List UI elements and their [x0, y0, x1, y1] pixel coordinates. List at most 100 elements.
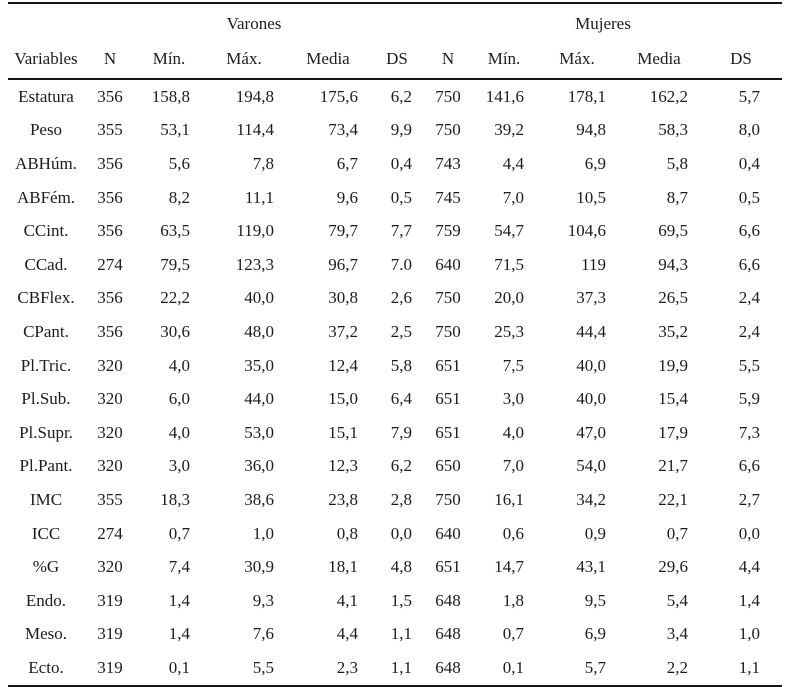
- stat-value: 114,4: [236, 120, 274, 140]
- stat-value: 53,0: [244, 422, 274, 442]
- stat-value: 54,7: [494, 221, 524, 241]
- stat-value: 6,4: [390, 389, 412, 409]
- stat-value: 750: [435, 321, 461, 341]
- stat-value: 7,4: [168, 557, 190, 577]
- stat-value: 94,8: [576, 120, 606, 140]
- variable-name: CBFlex.: [17, 288, 75, 308]
- stat-value: 34,2: [576, 489, 606, 509]
- table-row: IMC 355 18,3 38,6 23,8 2,8 750 16,1 34,2 22,1 2,7: [8, 483, 782, 517]
- stat-value: 16,1: [494, 489, 524, 509]
- stat-value: 4,4: [738, 557, 761, 577]
- stat-value: 37,3: [576, 288, 606, 308]
- stat-value: 5,7: [584, 657, 606, 677]
- table-row: ICC 274 0,7 1,0 0,8 0,0 640 0,6 0,9 0,7 0,0: [8, 517, 782, 551]
- stat-value: 104,6: [567, 221, 606, 241]
- col-header-n-varones: N: [84, 40, 136, 80]
- variable-name: CCint.: [23, 221, 69, 241]
- stat-value: 44,0: [244, 389, 274, 409]
- variable-name: ABHúm.: [15, 153, 77, 173]
- stat-value: 73,4: [328, 120, 358, 140]
- stat-value: 2,6: [390, 288, 412, 308]
- stat-value: 58,3: [658, 120, 688, 140]
- table-row: ABFém. 356 8,2 11,1 9,6 0,5 745 7,0 10,5 8,7 0,5: [8, 181, 782, 215]
- stat-value: 356: [97, 288, 123, 308]
- stat-value: 750: [435, 489, 461, 509]
- stat-value: 6,6: [738, 221, 761, 241]
- variable-name: Pl.Pant.: [19, 456, 73, 476]
- stat-value: 4,4: [502, 153, 524, 173]
- stat-value: 6,9: [584, 153, 606, 173]
- stat-value: 15,1: [328, 422, 358, 442]
- stat-value: 1,4: [738, 590, 761, 610]
- stat-value: 43,1: [576, 557, 606, 577]
- group-header-varones: Varones: [226, 13, 282, 33]
- variable-name: Peso: [29, 120, 63, 140]
- stat-value: 2,4: [738, 321, 761, 341]
- stat-value: 0,7: [168, 523, 190, 543]
- stat-value: 6,2: [390, 456, 412, 476]
- variable-name: Pl.Sub.: [21, 389, 71, 409]
- col-header-min-varones: Mín.: [136, 40, 202, 80]
- stat-value: 750: [435, 86, 461, 106]
- col-header-max-varones: Máx.: [202, 40, 286, 80]
- stat-value: 274: [97, 523, 123, 543]
- stat-value: 20,0: [494, 288, 524, 308]
- stat-value: 30,8: [328, 288, 358, 308]
- stat-value: 651: [435, 389, 461, 409]
- stat-value: 4,0: [168, 422, 190, 442]
- stat-value: 1,0: [738, 624, 761, 644]
- stat-value: 40,0: [244, 288, 274, 308]
- stat-value: 0,8: [336, 523, 358, 543]
- stat-value: 18,1: [328, 557, 358, 577]
- stat-value: 0,7: [502, 624, 524, 644]
- stat-value: 7,7: [390, 221, 412, 241]
- stat-value: 319: [97, 624, 123, 644]
- table-row: Estatura 356 158,8 194,8 175,6 6,2 750 141,6 178…: [8, 79, 782, 114]
- table-row: Ecto. 319 0,1 5,5 2,3 1,1 648 0,1 5,7 2,2 1,1: [8, 651, 782, 686]
- col-header-max-mujeres: Máx.: [536, 40, 618, 80]
- stat-value: 40,0: [576, 355, 606, 375]
- stat-value: 7,5: [502, 355, 524, 375]
- stat-value: 2,5: [390, 321, 412, 341]
- stat-value: 743: [435, 153, 461, 173]
- stat-value: 30,9: [244, 557, 274, 577]
- stat-value: 1,4: [168, 590, 190, 610]
- stat-value: 37,2: [328, 321, 358, 341]
- stat-value: 0,4: [390, 153, 412, 173]
- stat-value: 1,5: [390, 590, 412, 610]
- stat-value: 194,8: [235, 86, 274, 106]
- stat-value: 63,5: [160, 221, 190, 241]
- stat-value: 141,6: [485, 86, 524, 106]
- variable-name: ICC: [31, 523, 61, 543]
- table-header: Varones Mujeres Variables N Mín. Máx. Me…: [8, 3, 783, 80]
- stat-value: 8,0: [738, 120, 761, 140]
- stat-value: 750: [435, 288, 461, 308]
- stat-value: 356: [97, 221, 123, 241]
- stat-value: 320: [97, 355, 123, 375]
- stat-value: 35,0: [244, 355, 274, 375]
- stat-value: 7,0: [502, 456, 524, 476]
- variable-name: ABFém.: [16, 187, 76, 207]
- stat-value: 0,0: [738, 523, 761, 543]
- stat-value: 320: [97, 557, 123, 577]
- stat-value: 5,4: [666, 590, 688, 610]
- stat-value: 11,1: [244, 187, 274, 207]
- stat-value: 356: [97, 153, 123, 173]
- stat-value: 320: [97, 456, 123, 476]
- stat-value: 69,5: [658, 221, 688, 241]
- variable-name: %G: [32, 557, 60, 577]
- stat-value: 22,1: [658, 489, 688, 509]
- stat-value: 651: [435, 422, 461, 442]
- stat-value: 319: [97, 590, 123, 610]
- stat-value: 4,0: [502, 422, 524, 442]
- stat-value: 17,9: [658, 422, 688, 442]
- table-body: Estatura 356 158,8 194,8 175,6 6,2 750 141,6 178…: [8, 79, 782, 686]
- stat-value: 320: [97, 389, 123, 409]
- stat-value: 12,4: [328, 355, 358, 375]
- group-header-spacer: [8, 3, 84, 40]
- stat-value: 5,5: [738, 355, 761, 375]
- stat-value: 5,5: [252, 657, 274, 677]
- stat-value: 651: [435, 557, 461, 577]
- table-row: CCint. 356 63,5 119,0 79,7 7,7 759 54,7 104,6 69,…: [8, 214, 782, 248]
